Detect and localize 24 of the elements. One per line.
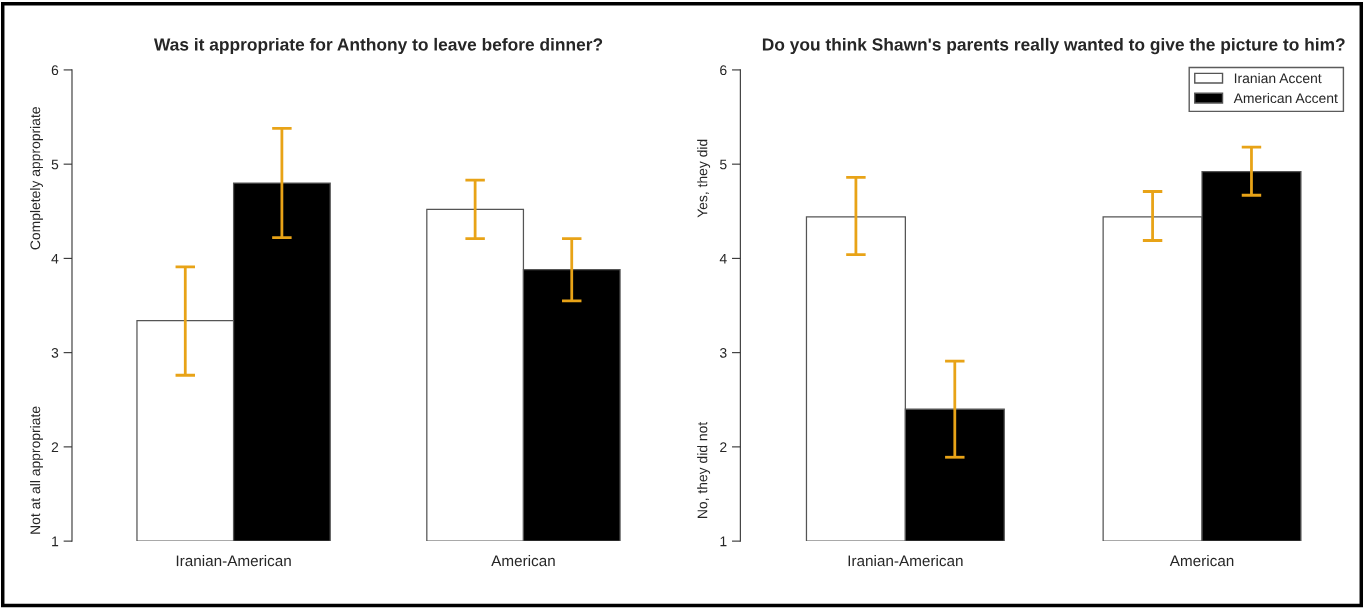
text: Not at all appropriate bbox=[30, 406, 43, 534]
text: No, they did not bbox=[697, 421, 711, 518]
text: Completely appropriate bbox=[30, 107, 43, 250]
x-tick-label: American bbox=[491, 555, 555, 567]
y-tick-label: 1 bbox=[52, 536, 59, 547]
chart-title: Do you think Shawn's parents really wanted to give the picture to him? bbox=[762, 37, 1345, 55]
x-tick-label: Iranian-American bbox=[848, 555, 963, 567]
y-tick-label: 6 bbox=[720, 65, 727, 76]
y-tick-label: 1 bbox=[720, 536, 727, 547]
y-tick-label: 6 bbox=[51, 65, 59, 76]
y-tick-label: 5 bbox=[719, 159, 727, 170]
legend-label: Iranian Accent bbox=[1234, 73, 1322, 84]
y-tick-label: 3 bbox=[51, 347, 59, 358]
y-tick-label: 2 bbox=[51, 442, 59, 452]
legend-label: American Accent bbox=[1233, 92, 1338, 104]
x-tick-label: American bbox=[1169, 555, 1234, 567]
y-tick-label: 2 bbox=[720, 442, 727, 452]
y-tick-label: 4 bbox=[51, 253, 59, 264]
y-tick-label: 4 bbox=[719, 253, 727, 264]
y-tick-label: 3 bbox=[719, 347, 727, 358]
chart-title: Was it appropriate for Anthony to leave before dinner? bbox=[153, 37, 603, 55]
text: Yes, they did bbox=[697, 139, 711, 218]
x-tick-label: Iranian-American bbox=[176, 555, 291, 567]
y-tick-label: 5 bbox=[51, 159, 59, 170]
